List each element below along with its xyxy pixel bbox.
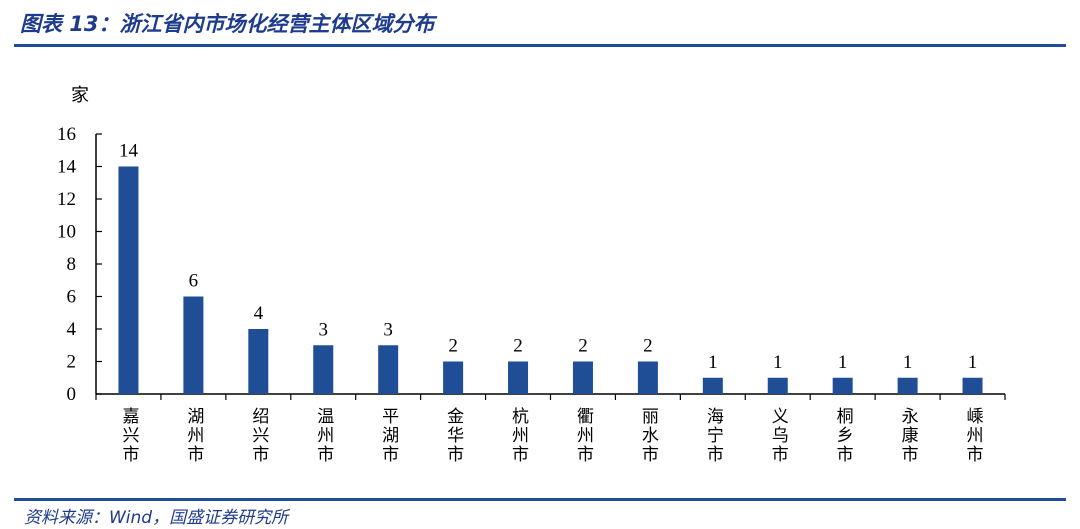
- y-tick-label: 16: [57, 124, 76, 145]
- category-label: 丽水市: [638, 407, 659, 464]
- category-label: 桐乡市: [833, 407, 854, 464]
- category-label: 杭州市: [508, 407, 529, 464]
- y-tick-label: 2: [67, 352, 77, 373]
- data-label: 1: [773, 352, 783, 373]
- data-label: 3: [319, 319, 329, 340]
- data-label: 6: [189, 271, 199, 292]
- bar: [572, 361, 593, 394]
- bar: [183, 296, 204, 394]
- category-label: 金华市: [443, 407, 464, 464]
- bar: [962, 377, 983, 394]
- y-tick-label: 14: [57, 157, 77, 178]
- data-label: 1: [968, 352, 978, 373]
- bar: [443, 361, 464, 394]
- category-label: 嘉兴市: [118, 407, 139, 464]
- bar: [248, 329, 269, 394]
- y-tick-label: 10: [57, 222, 76, 243]
- category-label: 绍兴市: [248, 407, 269, 464]
- data-label: 2: [448, 336, 458, 357]
- category-label: 嵊州市: [963, 407, 984, 464]
- source-note: 资料来源：Wind，国盛证券研究所: [24, 508, 289, 528]
- category-label: 永康市: [898, 407, 919, 464]
- figure-title: 图表 13：浙江省内市场化经营主体区域分布: [20, 12, 435, 36]
- y-axis-unit: 家: [71, 85, 89, 106]
- data-label: 2: [578, 336, 588, 357]
- data-label: 14: [119, 141, 139, 162]
- category-label: 海宁市: [703, 407, 724, 464]
- category-label: 衢州市: [573, 406, 594, 464]
- bar: [832, 377, 853, 394]
- data-label: 2: [513, 336, 523, 357]
- y-tick-label: 8: [67, 254, 77, 275]
- data-label: 1: [708, 352, 718, 373]
- data-label: 2: [643, 336, 653, 357]
- bar: [637, 361, 658, 394]
- y-tick-label: 12: [57, 189, 76, 210]
- y-tick-label: 4: [67, 319, 77, 340]
- footer-divider: [14, 498, 1066, 501]
- bar: [508, 361, 529, 394]
- y-tick-label: 0: [67, 384, 77, 405]
- bar: [378, 345, 399, 394]
- category-label: 温州市: [313, 407, 334, 464]
- category-label: 平湖市: [378, 407, 399, 464]
- bar: [767, 377, 788, 394]
- bar-chart: 0246810121416家14嘉兴市6湖州市4绍兴市3温州市3平湖市2金华市2…: [57, 85, 1006, 464]
- y-tick-label: 6: [67, 287, 77, 308]
- data-label: 1: [838, 352, 848, 373]
- bar: [702, 377, 723, 394]
- data-label: 1: [903, 352, 913, 373]
- category-label: 湖州市: [183, 407, 204, 464]
- data-label: 3: [383, 319, 393, 340]
- data-label: 4: [254, 303, 264, 324]
- title-divider: [14, 44, 1066, 47]
- bar: [313, 345, 334, 394]
- bar: [118, 166, 139, 394]
- bar: [897, 377, 918, 394]
- category-label: 义乌市: [768, 407, 789, 464]
